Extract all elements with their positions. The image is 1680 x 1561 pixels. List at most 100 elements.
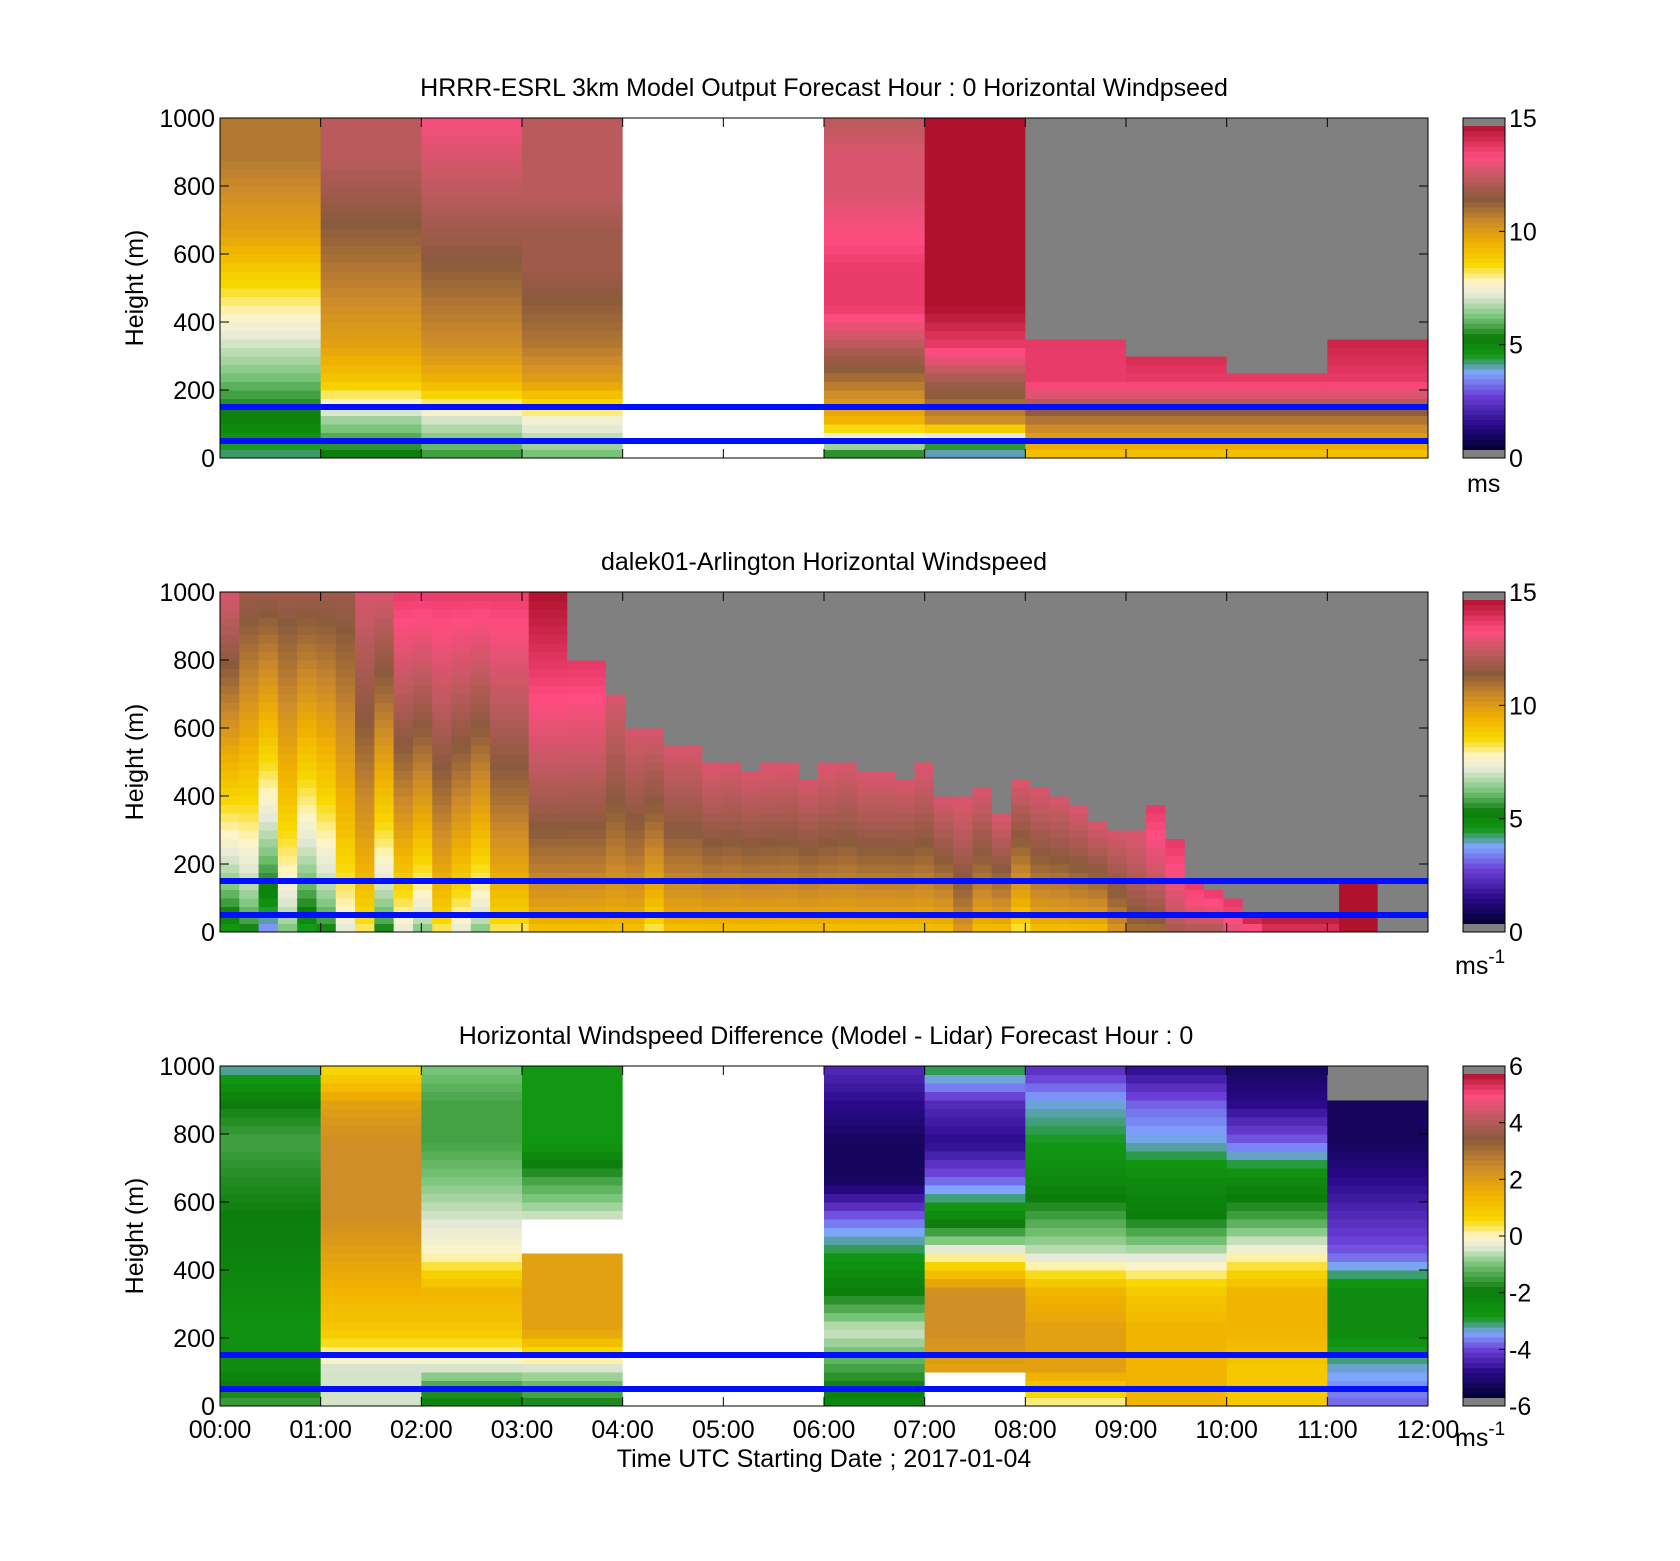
- lidar-cell: [355, 847, 375, 856]
- difference-cell: [1327, 1193, 1428, 1203]
- colorbar-swatch: [1463, 1165, 1505, 1171]
- lidar-cell: [1011, 728, 1031, 737]
- lidar-cell: [451, 600, 472, 610]
- colorbar-swatch: [1463, 394, 1505, 400]
- difference-cell: [1327, 1321, 1428, 1330]
- lidar-cell: [1165, 915, 1186, 924]
- lidar-cell: [393, 600, 414, 610]
- lidar-cell: [1204, 634, 1224, 644]
- lidar-cell: [1358, 617, 1379, 627]
- model-cell: [1126, 296, 1228, 306]
- lidar-cell: [1281, 779, 1301, 788]
- difference-cell: [421, 1363, 523, 1373]
- lidar-cell: [432, 898, 453, 907]
- difference-cell: [723, 1142, 825, 1152]
- model-cell: [723, 390, 825, 399]
- lidar-cell: [509, 872, 530, 882]
- lidar-cell: [432, 728, 453, 737]
- lidar-cell: [1281, 915, 1301, 924]
- difference-cell: [1025, 1193, 1127, 1203]
- lidar-cell: [953, 830, 973, 839]
- lidar-cell: [1281, 923, 1301, 932]
- lidar-cell: [548, 592, 568, 601]
- lidar-cell: [1088, 889, 1109, 899]
- lidar-cell: [451, 915, 472, 924]
- lidar-cell: [1184, 745, 1205, 754]
- model-cell: [1025, 254, 1127, 263]
- model-cell: [723, 407, 825, 416]
- lidar-cell: [1339, 617, 1359, 627]
- difference-cell: [421, 1176, 523, 1186]
- colorbar-swatch: [1463, 201, 1505, 208]
- lidar-cell: [567, 685, 588, 695]
- model-cell: [723, 279, 825, 289]
- lidar-cell: [1261, 719, 1282, 729]
- model-cell: [522, 424, 624, 433]
- lidar-cell: [798, 796, 819, 805]
- difference-cell: [824, 1134, 926, 1143]
- model-cell: [1025, 356, 1127, 365]
- lidar-cell: [1184, 898, 1205, 907]
- difference-cell: [1025, 1125, 1127, 1135]
- difference-cell: [622, 1321, 724, 1330]
- difference-cell: [1226, 1091, 1328, 1101]
- lidar-cell: [625, 838, 645, 848]
- lidar-cell: [335, 821, 356, 831]
- difference-cell: [622, 1176, 724, 1186]
- lidar-cell: [991, 617, 1012, 627]
- difference-cell: [1327, 1108, 1428, 1118]
- lidar-cell: [972, 830, 993, 839]
- lidar-cell: [1030, 898, 1051, 907]
- colorbar-swatch: [1463, 1155, 1505, 1161]
- lidar-cell: [798, 923, 819, 932]
- lidar-cell: [316, 694, 337, 703]
- lidar-cell: [1261, 796, 1282, 805]
- lidar-cell: [1300, 770, 1321, 780]
- lidar-cell: [1358, 855, 1379, 865]
- lidar-cell: [548, 830, 568, 839]
- lidar-cell: [1223, 898, 1244, 907]
- lidar-cell: [876, 643, 896, 652]
- lidar-cell: [509, 804, 530, 814]
- difference-cell: [522, 1244, 624, 1254]
- colorbar-swatch: [1463, 333, 1505, 340]
- colorbar-swatch: [1463, 1276, 1505, 1282]
- lidar-cell: [567, 600, 588, 610]
- model-cell: [1025, 449, 1127, 458]
- lidar-cell: [1281, 881, 1301, 890]
- model-cell: [924, 296, 1026, 306]
- model-cell: [421, 381, 523, 391]
- model-cell: [824, 322, 926, 331]
- lidar-cell: [239, 643, 260, 652]
- lidar-cell: [1107, 847, 1128, 856]
- lidar-cell: [683, 634, 703, 644]
- lidar-cell: [683, 762, 703, 771]
- lidar-cell: [220, 830, 240, 839]
- model-cell: [1226, 143, 1328, 153]
- difference-cell: [723, 1091, 825, 1101]
- difference-cell: [320, 1321, 422, 1330]
- lidar-cell: [914, 813, 935, 822]
- difference-cell: [1327, 1304, 1428, 1313]
- difference-cell: [320, 1312, 422, 1322]
- lidar-cell: [933, 600, 954, 610]
- model-cell: [421, 279, 523, 289]
- lidar-cell: [1165, 906, 1186, 916]
- lidar-cell: [933, 753, 954, 763]
- lidar-cell: [1300, 847, 1321, 856]
- difference-cell: [421, 1304, 523, 1313]
- lidar-cell: [1242, 634, 1263, 644]
- model-cell: [320, 279, 422, 289]
- lidar-cell: [509, 668, 530, 678]
- panel-model-x-ticks: [219, 118, 1429, 458]
- lidar-cell: [586, 915, 607, 924]
- lidar-cell: [914, 660, 935, 669]
- model-cell: [421, 356, 523, 365]
- lidar-cell: [760, 847, 781, 856]
- lidar-cell: [374, 804, 395, 814]
- lidar-cell: [509, 779, 530, 788]
- lidar-cell: [933, 813, 954, 822]
- lidar-cell: [702, 804, 723, 814]
- lidar-cell: [1281, 702, 1301, 712]
- colorbar-swatch: [1463, 681, 1505, 687]
